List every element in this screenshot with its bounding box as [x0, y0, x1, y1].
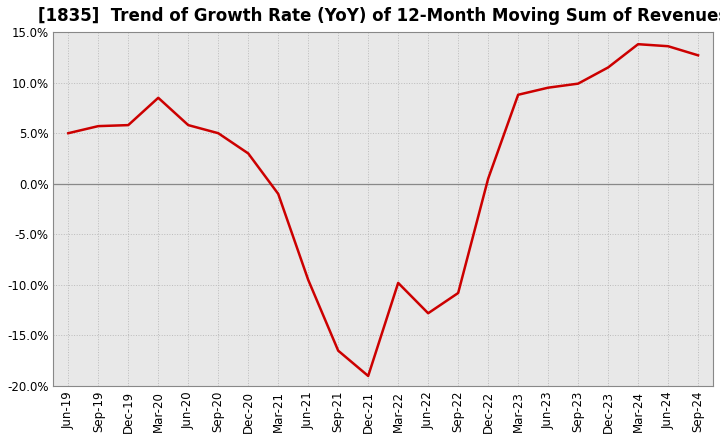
Title: [1835]  Trend of Growth Rate (YoY) of 12-Month Moving Sum of Revenues: [1835] Trend of Growth Rate (YoY) of 12-…	[38, 7, 720, 25]
